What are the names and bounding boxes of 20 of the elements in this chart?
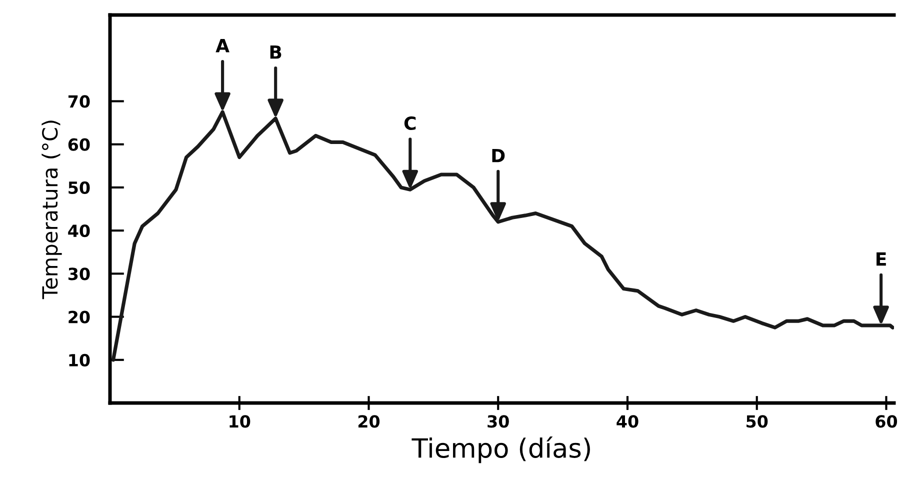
x-tick-label: 10 <box>230 415 250 428</box>
annotation: B <box>270 46 282 59</box>
x-tick-label: 60 <box>876 415 898 428</box>
y-tick-label: 30 <box>68 268 90 280</box>
x-axis-title: Tiempo (días) <box>412 436 590 464</box>
y-tick-label: 70 <box>68 95 90 108</box>
y-tick-label: 50 <box>68 181 90 194</box>
annotation: D <box>492 148 505 162</box>
y-tick-label: 40 <box>68 224 90 238</box>
y-axis-title: Temperatura (°C) <box>42 120 62 300</box>
y-tick-label: 10 <box>69 354 90 366</box>
y-tick-label: 60 <box>68 138 90 151</box>
annotation: C <box>404 116 416 130</box>
x-tick-label: 40 <box>616 415 638 428</box>
x-tick-label: 50 <box>746 415 768 428</box>
annotation: A <box>216 39 230 52</box>
y-tick-label: 20 <box>68 310 90 324</box>
x-tick-label: 20 <box>358 415 380 428</box>
annotation: E <box>876 252 886 266</box>
x-tick-label: 30 <box>488 415 509 428</box>
